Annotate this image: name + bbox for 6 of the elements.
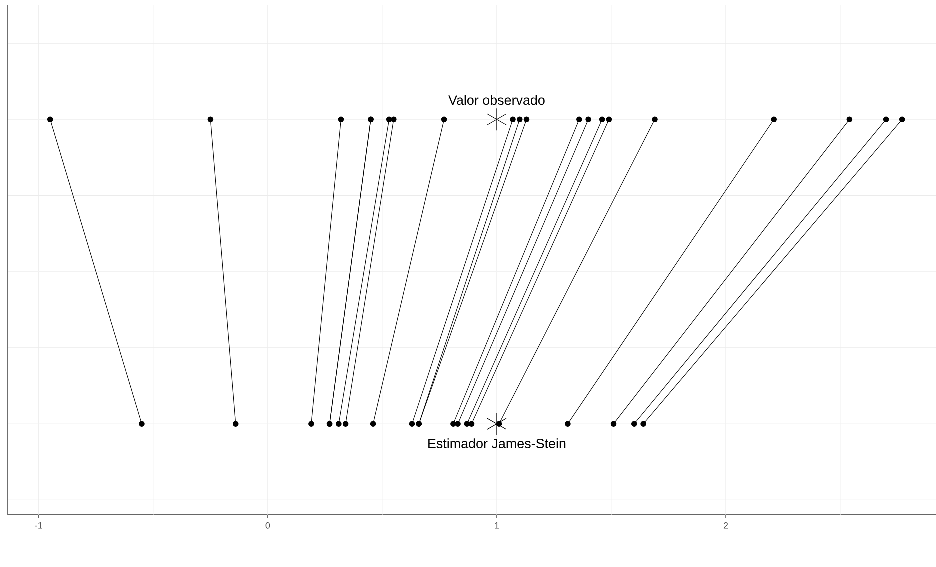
annotation: Valor observado (448, 95, 545, 106)
x-tick-label: -1 (35, 522, 42, 529)
x-tick-label: 2 (724, 522, 728, 529)
annotation: Estimador James-Stein (428, 438, 566, 448)
x-tick-label: 1 (495, 522, 500, 529)
x-tick-label: 0 (266, 522, 270, 529)
